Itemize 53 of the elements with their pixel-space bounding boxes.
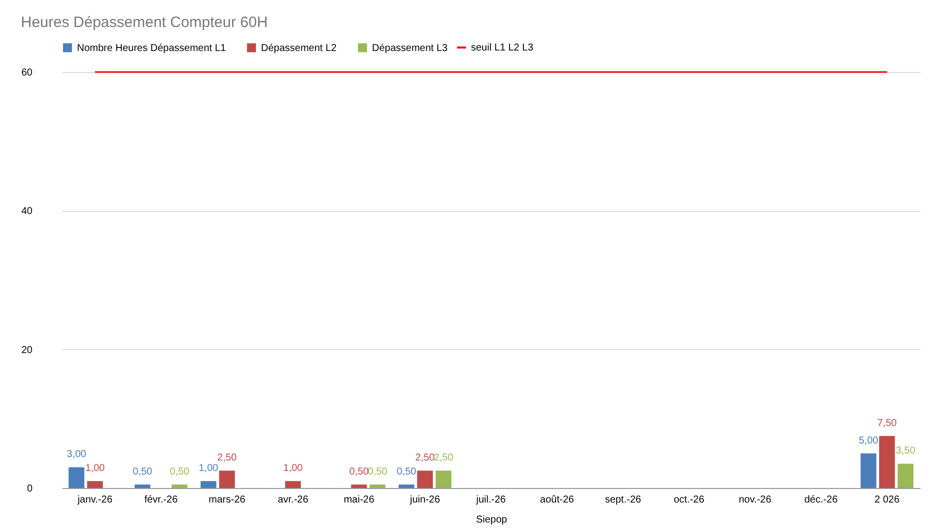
x-tick-label: 2 026 [874,494,900,506]
bar [879,436,895,488]
legend-label: Dépassement L3 [372,42,448,54]
y-tick-label: 0 [26,484,33,494]
data-label: 0,50 [349,466,370,478]
bar [436,470,452,488]
data-label: 1,00 [283,463,304,474]
bar [172,484,188,488]
x-tick-label: mai-26 [344,494,375,506]
data-label: 0,50 [170,466,190,478]
bar [87,481,103,488]
x-tick-label: févr.-26 [144,494,178,506]
data-label: 0,50 [368,466,388,478]
bar [370,484,386,488]
y-tick-label: 60 [21,68,33,78]
legend-label: seuil L1 L2 L3 [471,42,534,54]
bar [68,467,84,488]
y-tick-label: 20 [21,344,33,356]
bar [219,470,235,488]
bar [860,453,876,488]
bar [398,484,414,488]
data-label: 2,50 [434,452,454,464]
bar [351,484,367,488]
data-label: 5,00 [858,435,879,446]
data-label: 2,50 [415,452,436,464]
chart-title: Heures Dépassement Compteur 60H [20,14,268,31]
legend-label: Dépassement L2 [261,42,338,54]
bar [417,470,433,488]
data-label: 0,50 [132,466,153,478]
x-tick-label: nov.-26 [738,494,772,506]
bar [134,484,150,488]
x-tick-label: avr.-26 [278,494,309,506]
y-tick-label: 40 [21,206,33,218]
bar [285,481,301,488]
data-label: 3,50 [896,446,916,457]
x-tick-label: mars-26 [208,494,246,506]
data-label: 1,00 [198,463,219,474]
data-label: 2,50 [217,452,238,464]
x-axis-title: Siepop [476,514,508,526]
x-tick-label: sept.-26 [604,494,642,506]
x-tick-label: oct.-26 [674,494,705,506]
bar [200,481,216,488]
x-tick-label: déc.-26 [804,494,838,506]
x-tick-label: août-26 [540,494,574,506]
data-label: 1,00 [85,463,106,474]
bar [898,464,914,488]
legend-label: Nombre Heures Dépassement L1 [77,42,226,54]
data-label: 0,50 [396,466,417,478]
x-tick-label: juin-26 [408,494,440,506]
x-tick-label: janv.-26 [76,494,113,506]
data-label: 3,00 [66,449,87,460]
x-tick-label: juil.-26 [475,494,506,506]
data-label: 7,50 [877,418,898,429]
